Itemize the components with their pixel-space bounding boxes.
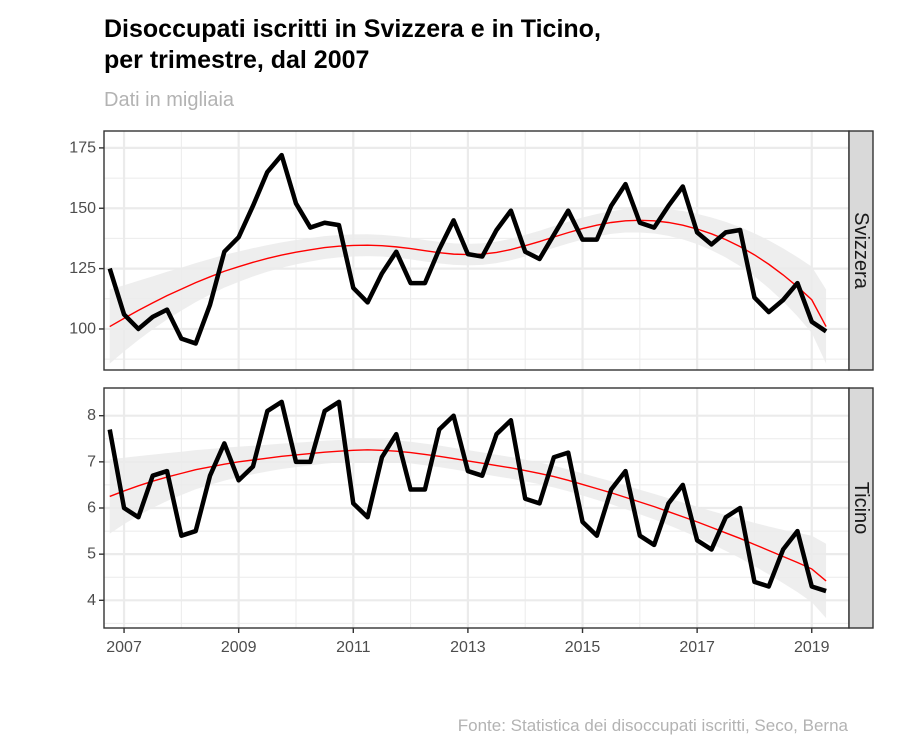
x-tick-label: 2007 xyxy=(106,639,142,656)
chart-subtitle: Dati in migliaia xyxy=(104,89,235,111)
source-caption: Fonte: Statistica dei disoccupati iscrit… xyxy=(457,716,848,735)
y-tick-label: 5 xyxy=(87,546,96,563)
y-tick-label: 6 xyxy=(87,500,96,517)
x-tick-label: 2011 xyxy=(336,639,371,656)
facet-strip-label: Svizzera xyxy=(850,212,872,290)
x-tick-label: 2019 xyxy=(794,639,830,656)
x-tick-label: 2009 xyxy=(221,639,257,656)
facet-strip-label: Ticino xyxy=(850,482,872,535)
facet-strip xyxy=(848,130,874,371)
y-tick-label: 100 xyxy=(69,320,96,337)
panel-svizzera: Svizzera 100 125 150 175 xyxy=(69,130,874,371)
panel-ticino: Ticino 4 5 6 7 8 xyxy=(87,387,874,629)
confidence-band xyxy=(109,438,827,619)
chart-title-line-1: Disoccupati iscritti in Svizzera e in Ti… xyxy=(104,15,601,43)
y-tick-label: 7 xyxy=(87,453,96,470)
chart-title-line-2: per trimestre, dal 2007 xyxy=(104,46,370,74)
y-tick-label: 175 xyxy=(69,139,96,156)
facet-strip xyxy=(848,387,874,629)
x-tick-label: 2015 xyxy=(565,639,601,656)
confidence-band xyxy=(109,208,827,364)
y-tick-label: 125 xyxy=(69,260,96,277)
y-tick-label: 150 xyxy=(69,200,96,217)
x-tick-label: 2017 xyxy=(679,639,715,656)
y-tick-label: 8 xyxy=(87,407,96,424)
x-tick-label: 2013 xyxy=(450,639,486,656)
y-tick-label: 4 xyxy=(87,592,96,609)
trend-line xyxy=(109,449,827,582)
chart-title: Disoccupati iscritti in Svizzera e in Ti… xyxy=(104,14,884,76)
